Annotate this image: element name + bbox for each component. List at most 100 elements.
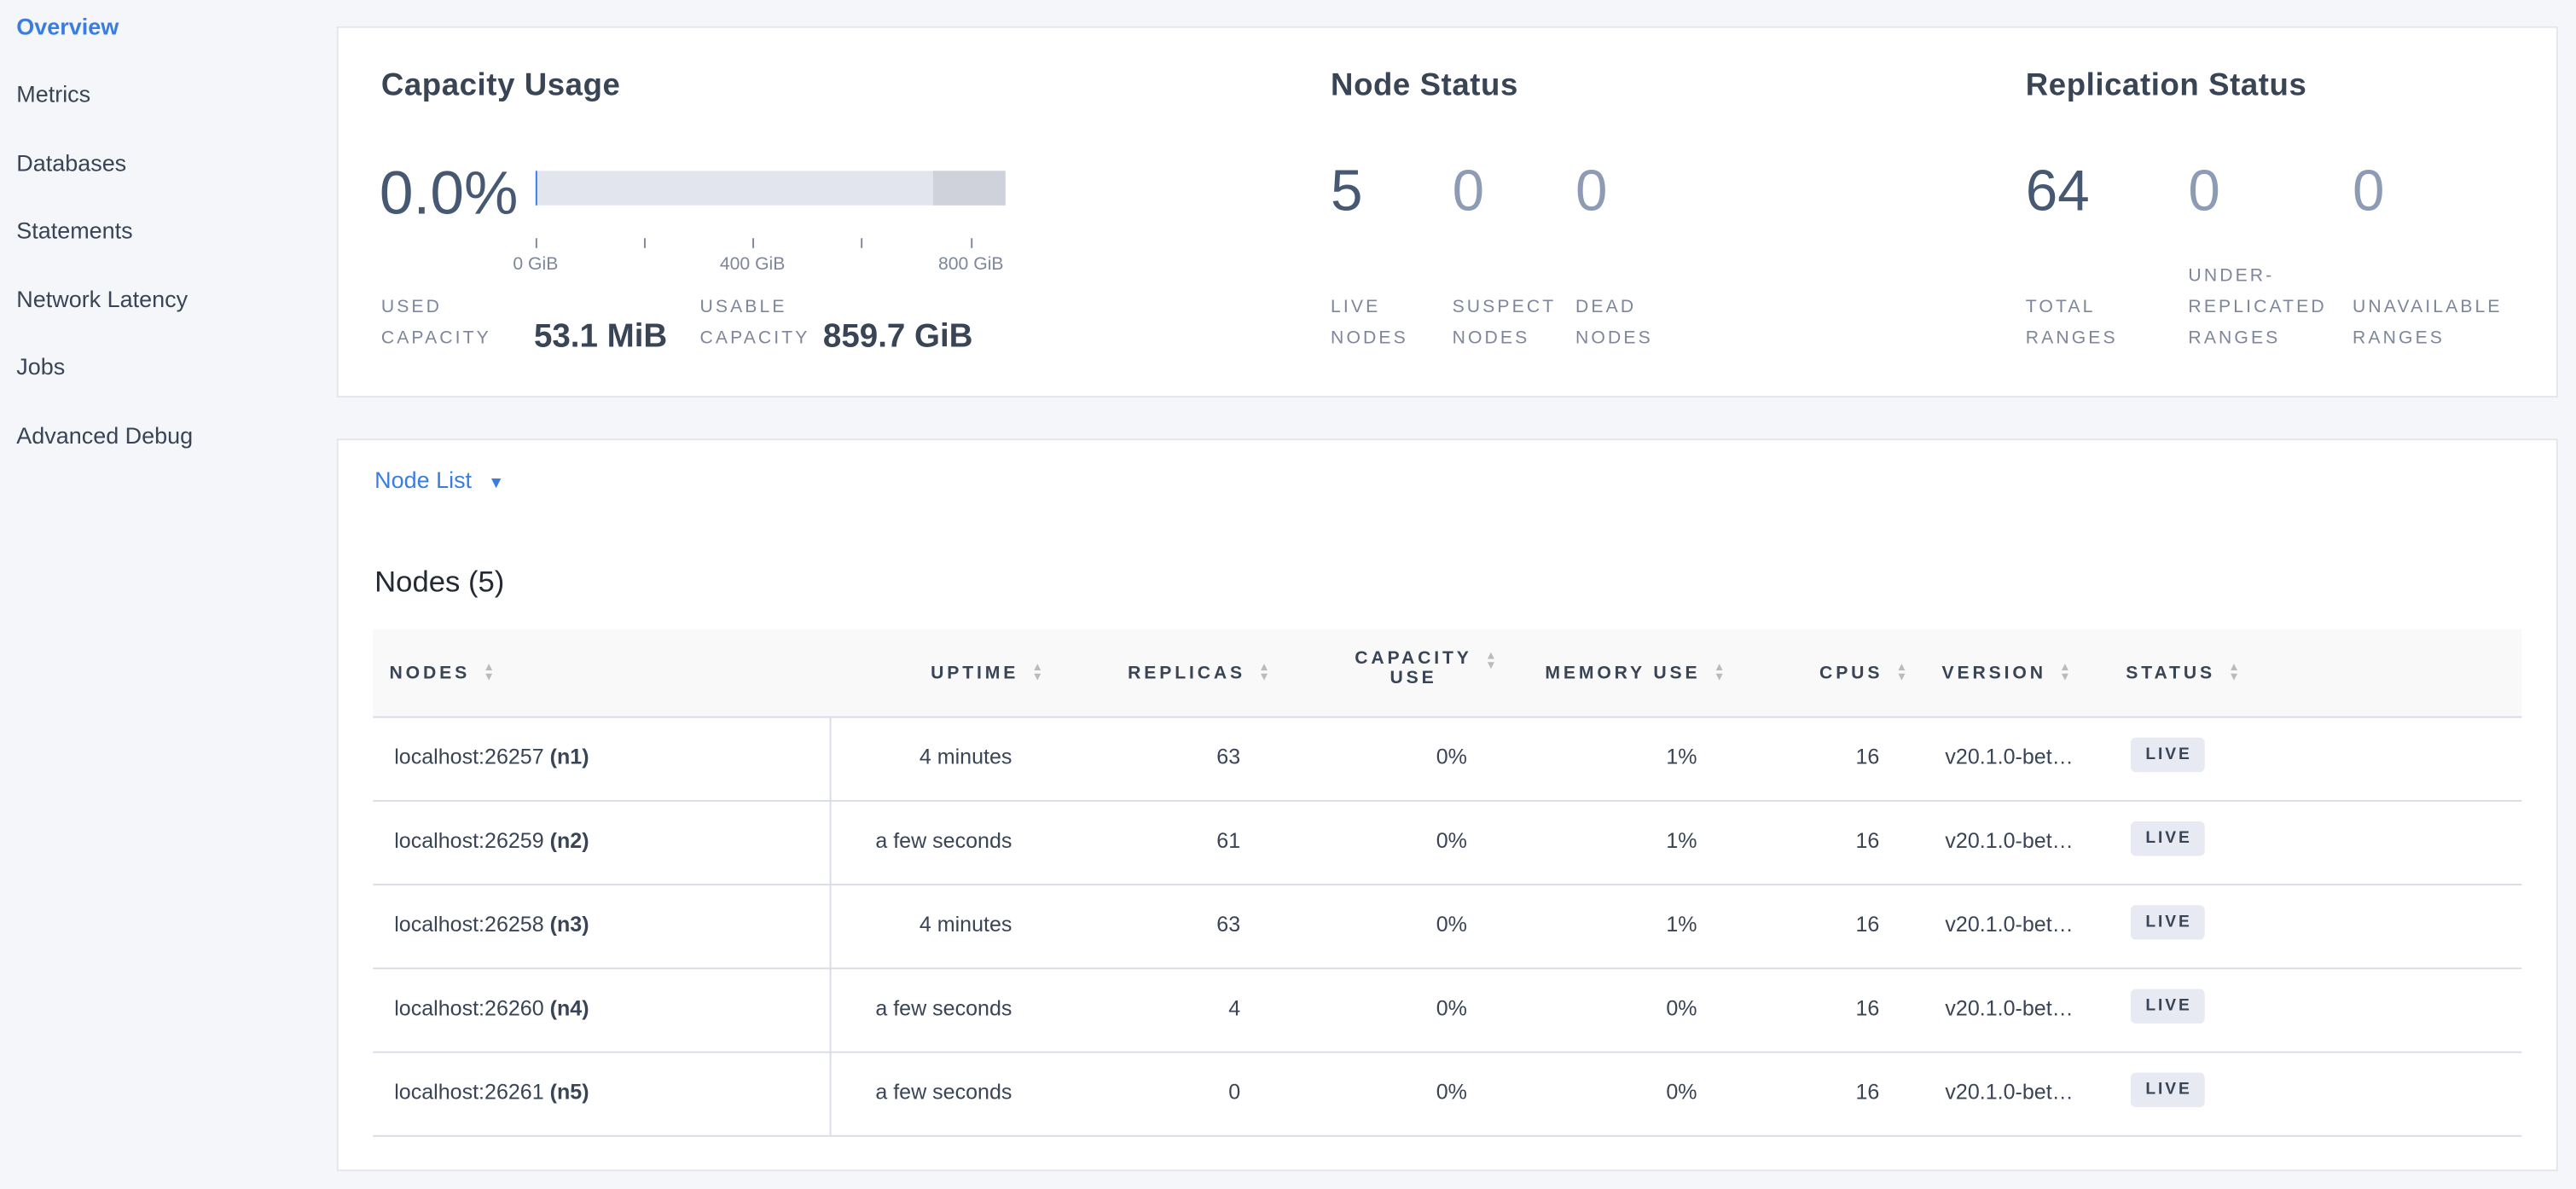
label-line: NODES <box>1452 328 1530 349</box>
sort-icon: ▲ ▼ <box>1895 662 1911 684</box>
version: v20.1.0-bet… <box>1945 1079 2074 1105</box>
dead-nodes-label: DEAD NODES <box>1575 293 1653 355</box>
col-replicas[interactable]: REPLICAS ▲ ▼ <box>1128 662 1273 684</box>
label-line: LIVE <box>1331 297 1381 317</box>
version: v20.1.0-bet… <box>1945 827 2074 853</box>
suspect-nodes-label: SUSPECT NODES <box>1453 293 1557 355</box>
label-line: CAPACITY <box>699 328 810 349</box>
label-line: TOTAL <box>2025 297 2096 317</box>
table-row[interactable]: localhost:26258 (n3) 4 minutes 63 0% 1% 16 v20… <box>373 884 2522 970</box>
total-ranges-count: 64 <box>2025 159 2090 223</box>
used-capacity-label: USED CAPACITY <box>381 293 491 355</box>
node-list-dropdown-label: Node List <box>374 466 473 493</box>
replicas: 63 <box>1216 911 1241 937</box>
node-status-title: Node Status <box>1331 68 1518 104</box>
status-badge: LIVE <box>2131 905 2206 940</box>
node-address[interactable]: localhost:26258 (n3) <box>394 911 589 937</box>
cpus: 16 <box>1855 1079 1880 1105</box>
replicas: 63 <box>1216 744 1241 769</box>
cpus: 16 <box>1855 744 1880 769</box>
live-nodes-count: 5 <box>1331 159 1363 223</box>
axis-tick <box>971 238 973 248</box>
axis-tick <box>535 238 537 248</box>
sort-icon: ▲ ▼ <box>1031 662 1047 684</box>
col-memory-use[interactable]: MEMORY USE ▲ ▼ <box>1545 662 1729 684</box>
status-badge: LIVE <box>2131 821 2206 856</box>
sidebar-item-metrics[interactable]: Metrics <box>16 80 91 107</box>
sort-icon: ▲ ▼ <box>483 662 498 684</box>
capacity-use: 0% <box>1436 827 1467 853</box>
version: v20.1.0-bet… <box>1945 995 2074 1021</box>
cpus: 16 <box>1855 995 1880 1021</box>
label-line: UNAVAILABLE <box>2353 297 2503 317</box>
label-line: USED <box>380 297 443 317</box>
col-status[interactable]: STATUS ▲ ▼ <box>2126 662 2243 684</box>
total-ranges-label: TOTAL RANGES <box>2026 293 2118 355</box>
capacity-title: Capacity Usage <box>380 68 621 104</box>
sidebar-item-jobs[interactable]: Jobs <box>16 353 66 380</box>
sidebar-item-network-latency[interactable]: Network Latency <box>16 286 189 312</box>
col-version[interactable]: VERSION ▲ ▼ <box>1941 662 2074 684</box>
sort-icon: ▲ ▼ <box>2059 662 2074 684</box>
label-line: NODES <box>1575 328 1653 349</box>
sort-icon: ▲ ▼ <box>1485 650 1500 672</box>
sidebar-item-overview[interactable]: Overview <box>16 13 119 40</box>
under-replicated-count: 0 <box>2188 159 2220 223</box>
replicas: 4 <box>1228 995 1241 1021</box>
memory-use: 0% <box>1666 1079 1697 1105</box>
table-row[interactable]: localhost:26259 (n2) a few seconds 61 0% 1% 1… <box>373 800 2522 886</box>
under-replicated-label: UNDER- REPLICATED RANGES <box>2188 261 2326 355</box>
uptime: 4 minutes <box>919 744 1012 769</box>
usable-capacity-label: USABLE CAPACITY <box>699 293 809 355</box>
sidebar-item-statements[interactable]: Statements <box>16 217 133 244</box>
table-row[interactable]: localhost:26257 (n1) 4 minutes 63 0% 1% 16 v20… <box>373 716 2522 802</box>
node-address[interactable]: localhost:26261 (n5) <box>394 1079 589 1105</box>
node-address[interactable]: localhost:26259 (n2) <box>394 827 589 853</box>
version: v20.1.0-bet… <box>1945 911 2074 937</box>
axis-tick <box>861 238 863 248</box>
used-capacity-value: 53.1 MiB <box>533 318 668 356</box>
label-line: NODES <box>1331 328 1408 349</box>
node-address[interactable]: localhost:26260 (n4) <box>394 995 589 1021</box>
node-address[interactable]: localhost:26257 (n1) <box>394 744 589 769</box>
uptime: a few seconds <box>875 1079 1012 1105</box>
sidebar-item-databases[interactable]: Databases <box>16 149 127 177</box>
sidebar-item-advanced-debug[interactable]: Advanced Debug <box>16 421 194 449</box>
memory-use: 1% <box>1666 911 1697 937</box>
table-row[interactable]: localhost:26260 (n4) a few seconds 4 0% 0% 16… <box>373 967 2522 1053</box>
capacity-use: 0% <box>1436 995 1467 1021</box>
capacity-bar-fill <box>535 171 537 206</box>
table-row[interactable]: localhost:26261 (n5) a few seconds 0 0% 0% 16… <box>373 1052 2522 1137</box>
sort-icon: ▲ ▼ <box>2228 662 2243 684</box>
col-uptime[interactable]: UPTIME ▲ ▼ <box>931 662 1047 684</box>
capacity-use: 0% <box>1436 911 1467 937</box>
axis-tick-label: 0 GiB <box>513 254 559 275</box>
cpus: 16 <box>1855 911 1880 937</box>
capacity-bar-reserved <box>932 171 1006 206</box>
nodes-title: Nodes (5) <box>374 565 505 599</box>
node-list-dropdown[interactable]: Node List ▼ <box>374 467 504 493</box>
col-capacity-use[interactable]: CAPACITY USE▲ ▼ <box>1355 648 1500 688</box>
col-nodes[interactable]: NODES ▲ ▼ <box>389 662 498 684</box>
caret-down-icon: ▼ <box>488 474 505 493</box>
memory-use: 1% <box>1666 827 1697 853</box>
axis-tick <box>643 238 646 248</box>
label-line: UNDER- <box>2188 266 2275 287</box>
live-nodes-label: LIVE NODES <box>1331 293 1408 355</box>
status-badge: LIVE <box>2131 989 2206 1024</box>
memory-use: 0% <box>1666 995 1697 1021</box>
unavailable-ranges-count: 0 <box>2353 159 2385 223</box>
label-line: CAPACITY <box>380 328 491 349</box>
capacity-use: 0% <box>1436 1079 1467 1105</box>
col-cpus[interactable]: CPUS ▲ ▼ <box>1819 662 1911 684</box>
usable-capacity-value: 859.7 GiB <box>822 318 973 356</box>
sort-icon: ▲ ▼ <box>1713 662 1729 684</box>
suspect-nodes-count: 0 <box>1452 159 1485 223</box>
replication-status-title: Replication Status <box>2025 68 2307 104</box>
capacity-bar <box>535 171 1006 206</box>
capacity-percent: 0.0% <box>379 159 519 227</box>
label-line: DEAD <box>1575 297 1637 317</box>
label-line: SUSPECT <box>1452 297 1557 317</box>
summary-card: Capacity Usage 0.0% 0 GiB 400 GiB 800 Gi… <box>336 26 2558 398</box>
label-line: USABLE <box>699 297 787 317</box>
